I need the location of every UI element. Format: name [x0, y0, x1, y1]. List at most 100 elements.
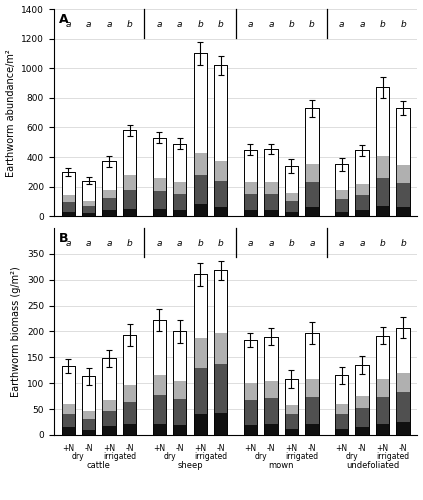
Bar: [355, 365, 369, 435]
Bar: [335, 164, 348, 216]
Bar: [305, 208, 319, 216]
Bar: [396, 108, 410, 216]
Bar: [355, 365, 369, 435]
Bar: [376, 396, 389, 423]
Bar: [285, 212, 298, 216]
Bar: [244, 424, 257, 435]
Bar: [123, 335, 136, 435]
Bar: [244, 150, 257, 216]
Text: +N: +N: [244, 444, 257, 454]
Bar: [376, 379, 389, 396]
Bar: [61, 212, 75, 216]
Bar: [285, 379, 298, 435]
Bar: [173, 144, 187, 216]
Bar: [355, 396, 369, 408]
Bar: [396, 183, 410, 208]
Bar: [153, 138, 166, 216]
Text: a: a: [157, 238, 162, 248]
Bar: [82, 206, 95, 213]
Text: -N: -N: [125, 444, 134, 454]
Text: a: a: [248, 20, 253, 28]
Bar: [173, 399, 187, 424]
Bar: [173, 332, 187, 435]
Bar: [123, 386, 136, 402]
Bar: [396, 165, 410, 183]
Bar: [355, 194, 369, 210]
Bar: [102, 411, 116, 426]
Text: a: a: [309, 238, 315, 248]
Text: b: b: [380, 20, 385, 28]
Bar: [61, 196, 75, 202]
Bar: [335, 212, 348, 216]
Bar: [194, 152, 207, 175]
Text: b: b: [127, 238, 132, 248]
Bar: [102, 358, 116, 435]
Text: -N: -N: [399, 444, 407, 454]
Bar: [61, 404, 75, 414]
Bar: [376, 424, 389, 435]
Text: -N: -N: [308, 444, 316, 454]
Bar: [214, 364, 228, 414]
Bar: [102, 162, 116, 216]
Bar: [123, 130, 136, 216]
Bar: [194, 274, 207, 435]
Bar: [102, 162, 116, 216]
Bar: [285, 414, 298, 429]
Bar: [335, 164, 348, 216]
Bar: [123, 335, 136, 435]
Text: a: a: [86, 20, 91, 28]
Text: +N: +N: [335, 444, 348, 454]
Bar: [335, 376, 348, 435]
Bar: [355, 184, 369, 194]
Text: dry: dry: [346, 452, 358, 461]
Text: irrigated: irrigated: [194, 452, 227, 461]
Text: b: b: [198, 238, 203, 248]
Bar: [194, 414, 207, 435]
Bar: [376, 336, 389, 435]
Bar: [173, 210, 187, 216]
Bar: [376, 206, 389, 216]
Bar: [244, 150, 257, 216]
Text: b: b: [380, 238, 385, 248]
Bar: [376, 88, 389, 216]
Bar: [264, 194, 277, 210]
Bar: [102, 190, 116, 198]
Text: b: b: [309, 20, 315, 28]
Bar: [335, 429, 348, 435]
Bar: [61, 366, 75, 435]
Bar: [82, 200, 95, 206]
Bar: [335, 404, 348, 414]
Bar: [173, 194, 187, 210]
Y-axis label: Earthworm biomass (g/m²): Earthworm biomass (g/m²): [11, 266, 21, 397]
Bar: [123, 209, 136, 216]
Bar: [376, 88, 389, 216]
Text: b: b: [288, 238, 294, 248]
Bar: [244, 400, 257, 424]
Text: irrigated: irrigated: [103, 452, 136, 461]
Bar: [61, 202, 75, 212]
Bar: [335, 414, 348, 429]
Text: b: b: [288, 20, 294, 28]
Text: a: a: [107, 238, 112, 248]
Bar: [153, 320, 166, 435]
Bar: [194, 54, 207, 216]
Text: +N: +N: [62, 444, 74, 454]
Bar: [214, 162, 228, 180]
Bar: [285, 379, 298, 435]
Bar: [264, 149, 277, 216]
Bar: [61, 427, 75, 435]
Text: b: b: [400, 20, 406, 28]
Bar: [194, 274, 207, 435]
Bar: [305, 108, 319, 216]
Bar: [285, 166, 298, 216]
Bar: [285, 192, 298, 200]
Text: a: a: [268, 20, 274, 28]
Bar: [355, 210, 369, 216]
Bar: [153, 191, 166, 209]
Text: b: b: [400, 238, 406, 248]
Bar: [82, 376, 95, 435]
Text: +N: +N: [376, 444, 389, 454]
Text: a: a: [360, 238, 365, 248]
Bar: [102, 358, 116, 435]
Bar: [264, 380, 277, 398]
